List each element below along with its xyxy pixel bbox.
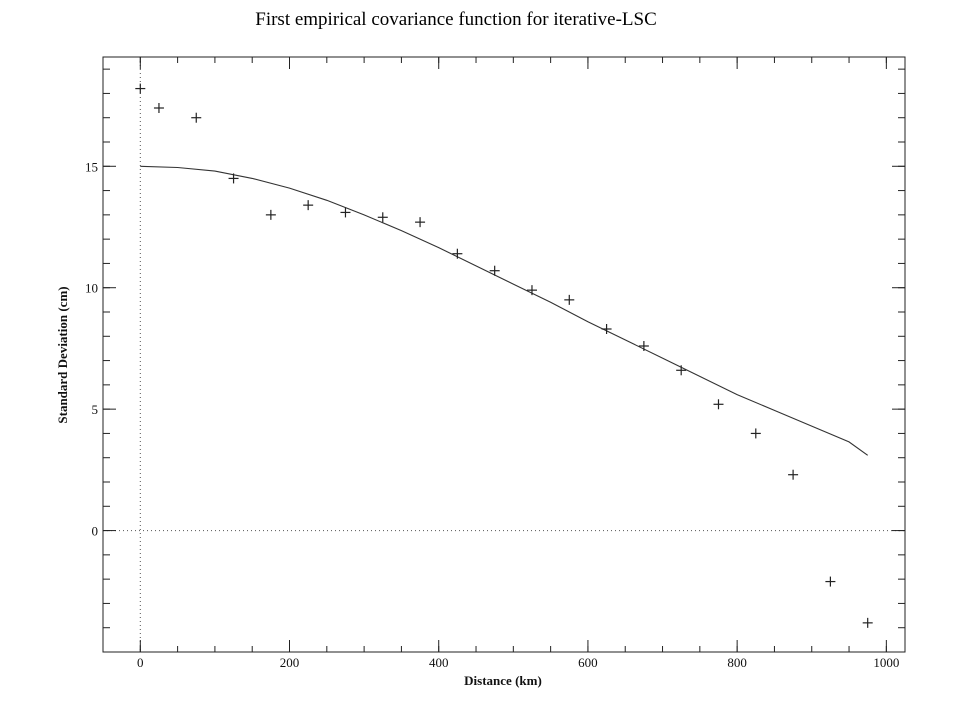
plot-frame — [102, 56, 906, 653]
axes: 0 200 400 600 800 1000 0 5 10 15 — [85, 56, 906, 670]
plus-marker — [713, 399, 724, 410]
plus-marker — [825, 576, 836, 587]
plus-marker — [377, 212, 388, 223]
plus-marker — [526, 285, 537, 296]
fitted-curve-series — [140, 165, 869, 456]
x-tick-label: 200 — [280, 655, 300, 670]
y-tick-label: 10 — [85, 281, 98, 296]
y-tick-label: 15 — [85, 159, 98, 174]
plus-marker — [862, 617, 873, 628]
plus-marker — [191, 112, 202, 123]
x-tick-label: 800 — [727, 655, 747, 670]
plus-marker — [564, 294, 575, 305]
chart-title: First empirical covariance function for … — [255, 9, 657, 30]
plus-marker — [340, 207, 351, 218]
fitted-curve-line — [140, 165, 869, 456]
plus-marker — [415, 217, 426, 228]
y-axis-label: Standard Deviation (cm) — [55, 286, 70, 423]
reference-lines — [103, 57, 905, 652]
plus-marker — [788, 469, 799, 480]
plus-marker — [228, 173, 239, 184]
x-tick-label: 1000 — [873, 655, 899, 670]
plus-marker — [452, 248, 463, 259]
plus-marker — [303, 200, 314, 211]
plus-marker — [676, 365, 687, 376]
plus-marker — [153, 103, 164, 113]
plus-marker — [489, 265, 500, 276]
x-tick-label: 400 — [429, 655, 449, 670]
x-tick-label: 600 — [578, 655, 598, 670]
plus-marker — [750, 428, 761, 439]
x-tick-label: 0 — [137, 655, 144, 670]
empirical-points-series — [135, 83, 873, 628]
plus-marker — [638, 341, 649, 351]
x-axis-label: Distance (km) — [464, 673, 542, 688]
plus-marker — [135, 83, 146, 94]
plus-marker — [601, 324, 612, 334]
y-tick-label: 5 — [92, 402, 99, 417]
plus-marker — [265, 209, 276, 220]
y-tick-label: 0 — [92, 524, 99, 539]
